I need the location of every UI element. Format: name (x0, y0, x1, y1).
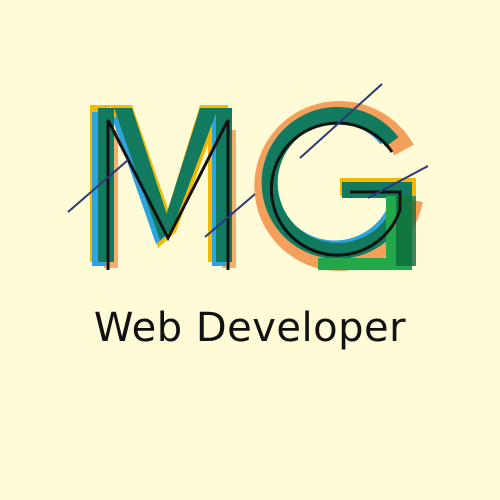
letter-g-slash-2 (367, 165, 429, 199)
letter-g (254, 83, 429, 271)
letter-m-slash-2 (204, 187, 263, 238)
letter-m-outline (106, 119, 230, 270)
letter-m-slash (67, 159, 129, 213)
letter-m (67, 105, 263, 270)
letter-g-outline (269, 121, 402, 257)
letter-g-slash (299, 83, 383, 159)
letter-g-green-bar (318, 178, 416, 270)
mg-monogram-logo (67, 83, 429, 271)
tagline-text: Web Developer (93, 305, 407, 351)
